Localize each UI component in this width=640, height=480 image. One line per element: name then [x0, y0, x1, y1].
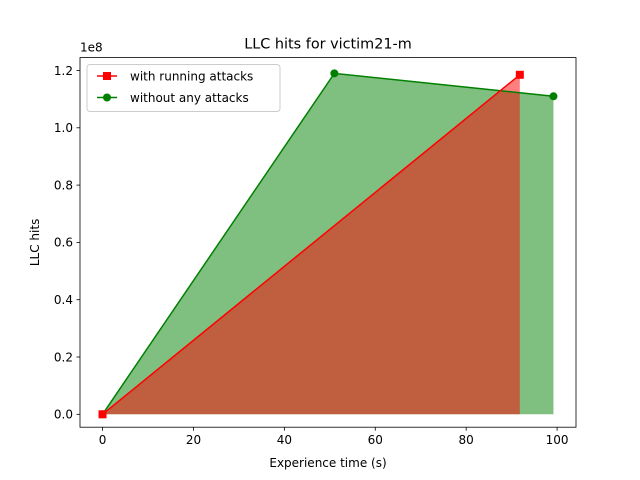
y-tick-label: 1.2 [54, 64, 73, 78]
x-axis-ticks: 0 20 40 60 80 100 [99, 427, 569, 447]
data-point-with-running-attacks [98, 410, 107, 419]
y-tick-label: 0.2 [54, 350, 73, 364]
x-tick-label: 60 [368, 433, 383, 447]
y-tick-label: 0.4 [54, 293, 73, 307]
legend-box [86, 64, 281, 112]
x-tick-label: 80 [459, 433, 474, 447]
data-point-without-any-attacks [549, 92, 558, 101]
y-tick-label: 0.6 [54, 236, 73, 250]
legend-marker-without-any-attacks [103, 93, 111, 102]
x-tick-label: 40 [277, 433, 292, 447]
y-axis-label: LLC hits [28, 219, 42, 266]
legend-marker-with-running-attacks [103, 72, 111, 80]
y-axis-ticks: 0.0 0.2 0.4 0.6 0.8 1.0 1.2 [54, 64, 80, 422]
legend-label-without-any-attacks: without any attacks [130, 91, 249, 105]
series-markers [98, 69, 558, 419]
y-tick-label: 0.8 [54, 178, 73, 192]
data-point-with-running-attacks [515, 70, 524, 79]
data-point-without-any-attacks [330, 69, 339, 78]
x-tick-label: 20 [186, 433, 201, 447]
y-tick-label: 1.0 [54, 121, 73, 135]
series-line-with-running-attacks [102, 74, 521, 415]
x-axis-label: Experience time (s) [269, 456, 386, 470]
y-tick-label: 0.0 [54, 408, 73, 422]
chart-title: LLC hits for victim21-m [244, 37, 411, 53]
x-tick-label: 0 [99, 433, 107, 447]
x-tick-label: 100 [546, 433, 569, 447]
series-fills [102, 73, 554, 415]
legend: with running attacks without any attacks [86, 64, 281, 112]
legend-label-with-running-attacks: with running attacks [130, 69, 253, 83]
y-axis-offset-label: 1e8 [80, 41, 103, 55]
